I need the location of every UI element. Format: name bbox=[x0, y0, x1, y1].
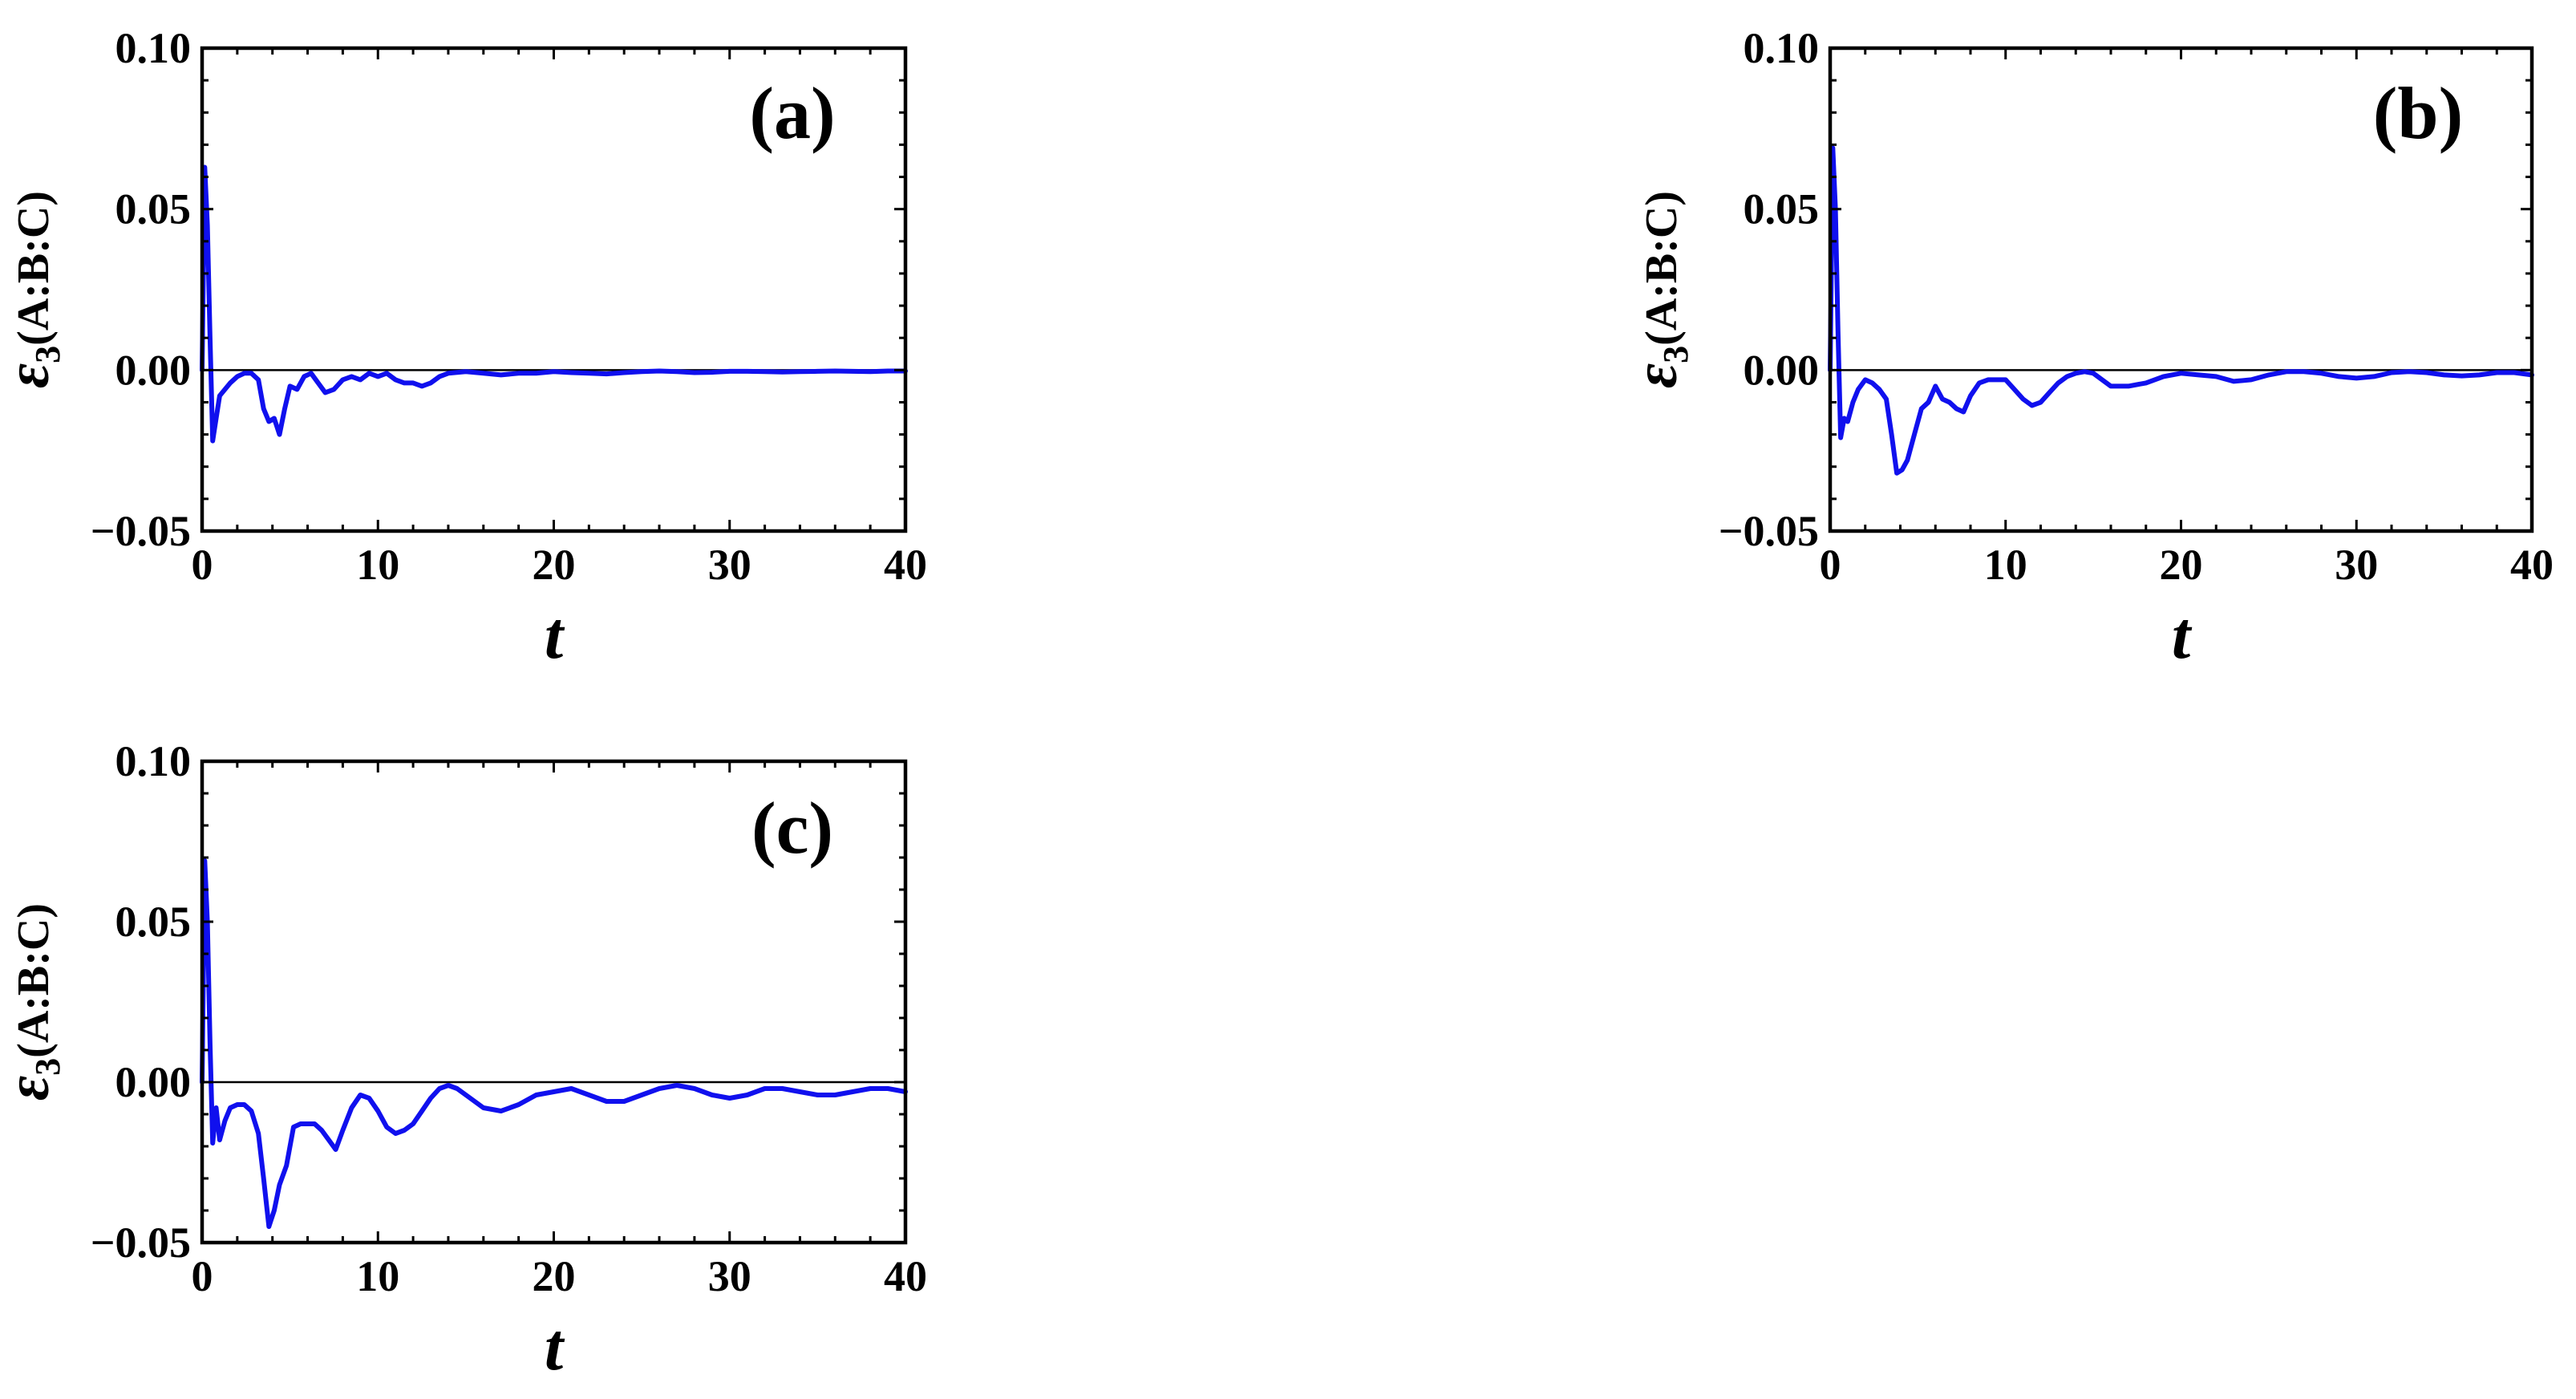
x-tick-label: 20 bbox=[533, 541, 576, 589]
x-tick-label: 40 bbox=[884, 541, 927, 589]
x-tick-label: 10 bbox=[356, 1252, 399, 1300]
x-tick-label: 0 bbox=[192, 1252, 213, 1300]
y-tick-label: 0.10 bbox=[115, 24, 192, 72]
y-axis-subscript: 3 bbox=[28, 1058, 67, 1076]
x-tick-label: 10 bbox=[356, 541, 399, 589]
x-tick-label: 20 bbox=[533, 1252, 576, 1300]
panel-b: 0 10 20 30 40 −0.05 0.00 0.05 0.10 t ε3(A:B:C) (b) bbox=[1622, 24, 2554, 673]
x-tick-label: 40 bbox=[2510, 541, 2554, 589]
x-tick-label: 20 bbox=[2160, 541, 2203, 589]
panel-label: (b) bbox=[2373, 72, 2463, 154]
y-axis-subscript: 3 bbox=[1656, 346, 1695, 363]
y-axis-subscript: 3 bbox=[28, 346, 67, 363]
y-tick-label: 0.10 bbox=[1744, 24, 1820, 72]
y-tick-label: 0.00 bbox=[115, 346, 192, 394]
y-tick-label: 0.10 bbox=[115, 737, 192, 785]
y-axis-symbol: ε bbox=[1622, 363, 1690, 388]
x-axis-label: t bbox=[2172, 598, 2193, 673]
panel-label: (a) bbox=[749, 72, 835, 154]
y-tick-label: 0.00 bbox=[1744, 346, 1820, 394]
y-tick-label: 0.05 bbox=[115, 898, 192, 946]
x-tick-label: 10 bbox=[1984, 541, 2027, 589]
x-tick-label: 40 bbox=[884, 1252, 927, 1300]
x-tick-label: 30 bbox=[2335, 541, 2378, 589]
y-tick-label: −0.05 bbox=[91, 1219, 191, 1267]
x-tick-label: 30 bbox=[708, 541, 751, 589]
y-axis-symbol: ε bbox=[0, 1076, 62, 1101]
y-tick-label: −0.05 bbox=[1719, 507, 1819, 555]
series-line-0 bbox=[1828, 145, 2534, 476]
y-tick-label: 0.00 bbox=[115, 1058, 192, 1106]
y-tick-label: 0.05 bbox=[115, 185, 192, 233]
y-axis-label: ε3(A:B:C) bbox=[1622, 191, 1695, 388]
y-axis-symbol: ε bbox=[0, 363, 62, 388]
series-line-0 bbox=[200, 858, 908, 1229]
x-axis-label: t bbox=[545, 598, 565, 673]
y-tick-label: −0.05 bbox=[91, 507, 191, 555]
y-axis-suffix: (A:B:C) bbox=[9, 191, 59, 346]
panel-c: 0 10 20 30 40 −0.05 0.00 0.05 0.10 t ε3(A:B:C) (c) bbox=[0, 737, 927, 1385]
y-tick-label: 0.05 bbox=[1744, 185, 1820, 233]
series-line-0 bbox=[200, 164, 908, 444]
y-axis-label: ε3(A:B:C) bbox=[0, 903, 67, 1101]
y-axis-suffix: (A:B:C) bbox=[1637, 191, 1687, 346]
panel-label: (c) bbox=[751, 787, 833, 869]
x-tick-label: 30 bbox=[708, 1252, 751, 1300]
y-axis-suffix: (A:B:C) bbox=[9, 903, 59, 1058]
panel-a: 0 10 20 30 40 −0.05 0.00 0.05 0.10 t ε3(A:B:C) (a) bbox=[0, 24, 927, 673]
y-axis-label: ε3(A:B:C) bbox=[0, 191, 67, 388]
x-axis-label: t bbox=[545, 1310, 565, 1385]
x-tick-label: 0 bbox=[1820, 541, 1841, 589]
x-tick-label: 0 bbox=[192, 541, 213, 589]
